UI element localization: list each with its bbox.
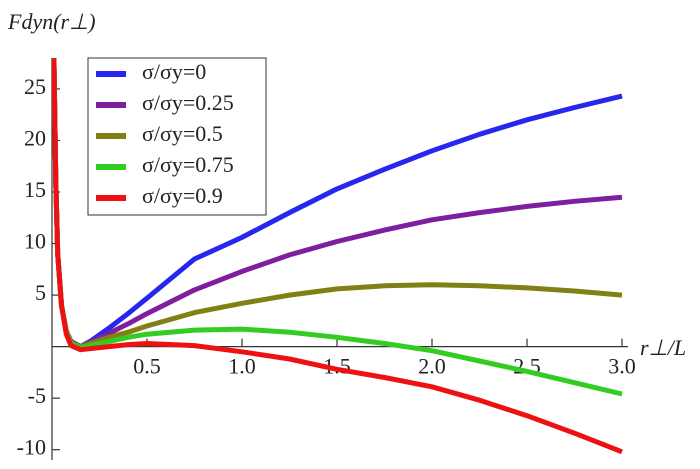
legend-label: σ/σy=0 — [142, 59, 206, 84]
y-tick-label: 5 — [35, 280, 46, 305]
legend-label: σ/σy=0.9 — [142, 183, 223, 208]
x-tick-label: 0.5 — [133, 354, 161, 379]
legend-label: σ/σy=0.5 — [142, 121, 223, 146]
y-axis-label: Fdyn(r⊥) — [7, 9, 96, 34]
x-axis-label: r⊥/L — [640, 335, 686, 360]
series-line — [52, 58, 623, 455]
y-tick-label: 25 — [24, 74, 46, 99]
legend-label: σ/σy=0.25 — [142, 90, 234, 115]
y-tick-label: -5 — [28, 383, 46, 408]
legend-label: σ/σy=0.75 — [142, 152, 234, 177]
x-tick-label: 1.0 — [228, 354, 256, 379]
y-tick-label: 20 — [24, 126, 46, 151]
y-tick-label: -10 — [17, 435, 46, 460]
plot-area — [52, 58, 623, 455]
x-tick-label: 3.0 — [608, 354, 636, 379]
y-tick-label: 15 — [24, 177, 46, 202]
y-tick-label: 10 — [24, 229, 46, 254]
x-tick-label: 2.0 — [418, 354, 446, 379]
